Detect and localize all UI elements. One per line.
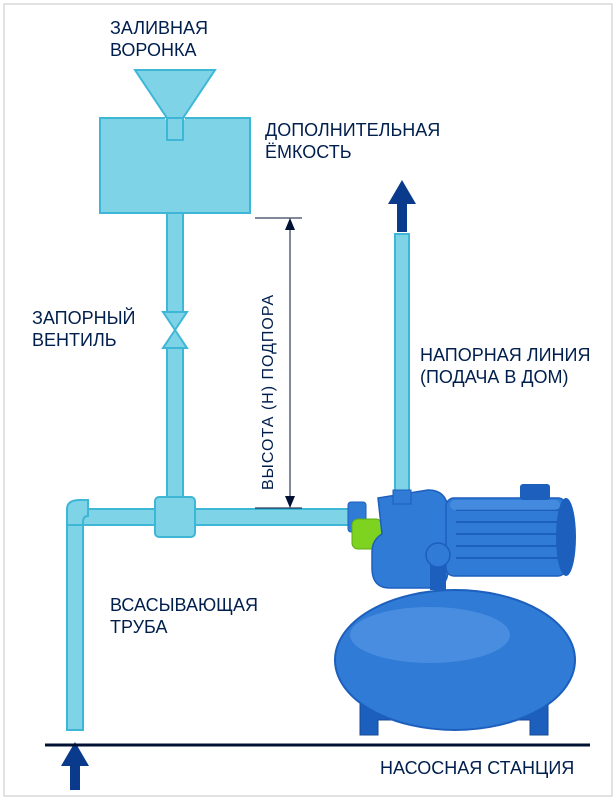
label-tank: ДОПОЛНИТЕЛЬНАЯ ЁМКОСТЬ <box>265 120 440 163</box>
suction-pipe-down <box>67 525 83 730</box>
pipe-horiz-right <box>195 509 353 525</box>
label-pump: НАСОСНАЯ СТАНЦИЯ <box>380 758 574 780</box>
label-funnel: ЗАЛИВНАЯ ВОРОНКА <box>110 18 208 61</box>
pipe-tank-down <box>167 213 183 509</box>
pressure-pipe <box>395 234 409 494</box>
label-suction: ВСАСЫВАЮЩАЯ ТРУБА <box>110 595 258 638</box>
diagram-canvas: ЗАЛИВНАЯ ВОРОНКА ДОПОЛНИТЕЛЬНАЯ ЁМКОСТЬ … <box>0 0 616 800</box>
motor <box>446 484 576 576</box>
arrow-up-bottom <box>61 742 89 790</box>
funnel-icon <box>135 70 215 118</box>
label-height: ВЫСОТА (H) ПОДПОРА <box>260 250 278 490</box>
funnel-stem <box>167 118 183 140</box>
label-pressure-line: НАПОРНАЯ ЛИНИЯ (ПОДАЧА В ДОМ) <box>420 345 590 388</box>
pump-station-icon <box>335 484 576 735</box>
arrow-up-top <box>388 180 416 232</box>
pipe-horiz-left <box>80 509 155 525</box>
label-valve: ЗАПОРНЫЙ ВЕНТИЛЬ <box>32 308 136 351</box>
